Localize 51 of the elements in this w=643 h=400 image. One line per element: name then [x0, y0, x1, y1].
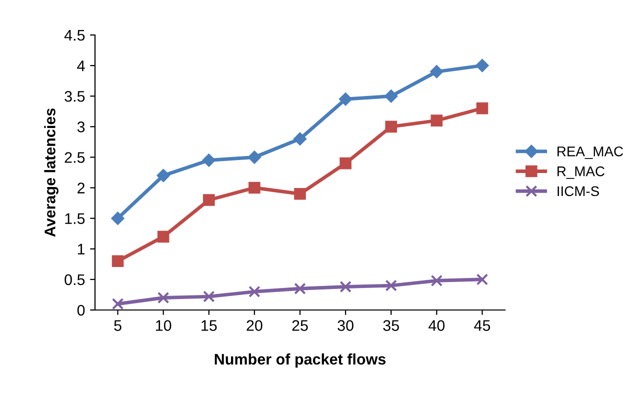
- point: [476, 59, 489, 72]
- point: [111, 212, 124, 225]
- y-tick-label: 0.5: [64, 274, 85, 286]
- point: [294, 188, 306, 200]
- x-tick-label: 35: [383, 320, 399, 331]
- point: [430, 114, 443, 126]
- point: [157, 230, 170, 243]
- legend-label: IICM-S: [558, 186, 599, 196]
- point: [202, 194, 215, 206]
- y-tick-label: 2.5: [64, 152, 85, 163]
- y-tick-label: 4: [77, 60, 85, 72]
- point: [476, 274, 488, 286]
- point: [157, 292, 170, 304]
- legend-label: REA_MAC: [558, 146, 624, 159]
- x-tick-label: 25: [292, 320, 308, 331]
- y-tick-label: 1.5: [65, 213, 85, 224]
- x-tick-label: 10: [156, 320, 172, 331]
- y-tick-label: 1: [78, 244, 85, 254]
- point: [385, 120, 398, 133]
- y-tick-label: 0: [77, 304, 85, 316]
- point: [248, 150, 261, 164]
- point: [202, 154, 216, 167]
- legend-label: R_MAC: [558, 166, 604, 179]
- x-tick-label: 30: [338, 320, 354, 331]
- x-axis-title: Number of packet flows: [214, 353, 386, 368]
- x-tick-label: 45: [474, 320, 490, 331]
- y-tick-label: 4.5: [64, 30, 85, 41]
- point: [384, 90, 398, 103]
- y-tick-label: 2: [78, 182, 85, 194]
- y-axis-title: Average latencies: [44, 108, 58, 237]
- x-tick-label: 20: [246, 320, 262, 331]
- x-tick-label: 40: [428, 320, 445, 331]
- point: [156, 169, 170, 182]
- x-tick-label: 5: [114, 320, 122, 331]
- point: [202, 290, 215, 302]
- point: [340, 157, 352, 170]
- point: [476, 102, 488, 114]
- point: [112, 255, 124, 268]
- point: [294, 282, 306, 295]
- point: [248, 182, 260, 194]
- y-tick-label: 3: [77, 122, 85, 132]
- point: [340, 280, 352, 293]
- point: [294, 132, 306, 146]
- y-tick-label: 3.5: [64, 90, 85, 102]
- point: [112, 298, 124, 310]
- point: [430, 274, 443, 287]
- point: [430, 65, 444, 78]
- point: [339, 92, 352, 106]
- point: [248, 286, 260, 298]
- point: [385, 280, 398, 292]
- x-tick-label: 15: [202, 320, 217, 331]
